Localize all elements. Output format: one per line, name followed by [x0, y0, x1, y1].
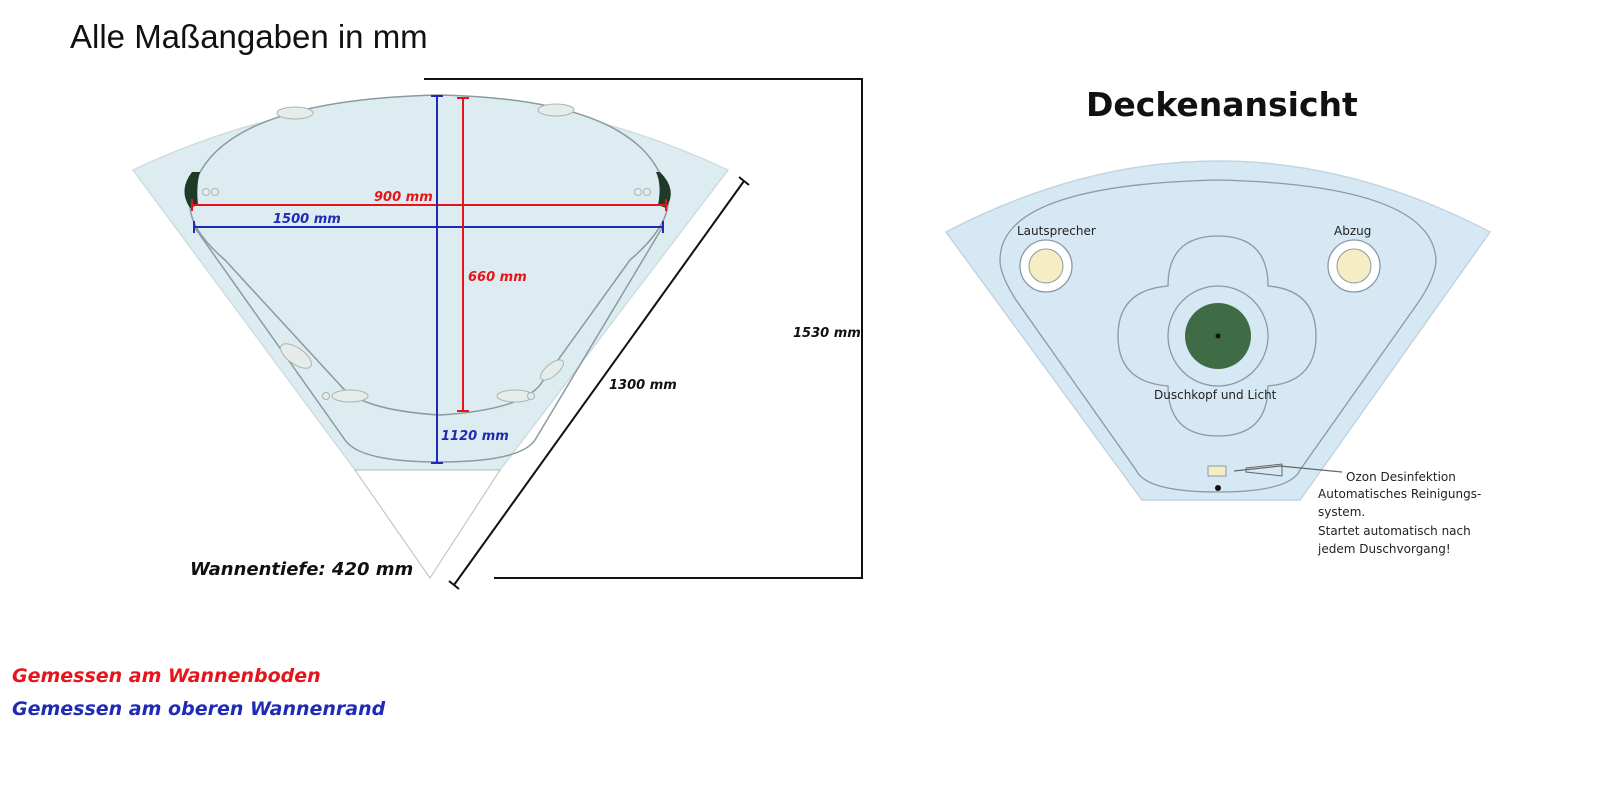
shower-label: Duschkopf und Licht	[1154, 388, 1277, 402]
ozone-line-4: Startet automatisch nach	[1318, 524, 1471, 538]
legend-rim: Gemessen am oberen Wannenrand	[12, 698, 385, 720]
dim-660-label: 660 mm	[468, 270, 527, 285]
tub-depth-label: Wannentiefe: 420 mm	[190, 559, 413, 580]
dim-1530-label: 1530 mm	[793, 326, 861, 341]
ceiling-heading: Deckenansicht	[1086, 85, 1358, 124]
ozone-line-2: Automatisches Reinigungs-	[1318, 487, 1481, 501]
speaker-label: Lautsprecher	[1017, 224, 1096, 238]
dim-1120-label: 1120 mm	[441, 429, 509, 444]
ozone-line-1: Ozon Desinfektion	[1346, 470, 1456, 484]
tub-basin	[190, 95, 668, 415]
exhaust-icon	[1328, 240, 1380, 292]
legend-floor: Gemessen am Wannenboden	[12, 665, 321, 687]
dim-900-label: 900 mm	[374, 190, 433, 205]
dim-1500-label: 1500 mm	[273, 212, 341, 227]
tub-plan: 900 mm 1500 mm 660 mm 1120 mm 1300 mm 15…	[133, 79, 862, 589]
ozone-line-5: jedem Duschvorgang!	[1317, 542, 1451, 556]
ceiling-plan: Deckenansicht Lautsprecher Abzug Duschko…	[946, 85, 1490, 556]
dim-1300-label: 1300 mm	[609, 378, 677, 393]
exhaust-label: Abzug	[1334, 224, 1371, 238]
speaker-icon	[1020, 240, 1072, 292]
ozone-line-3: system.	[1318, 505, 1365, 519]
